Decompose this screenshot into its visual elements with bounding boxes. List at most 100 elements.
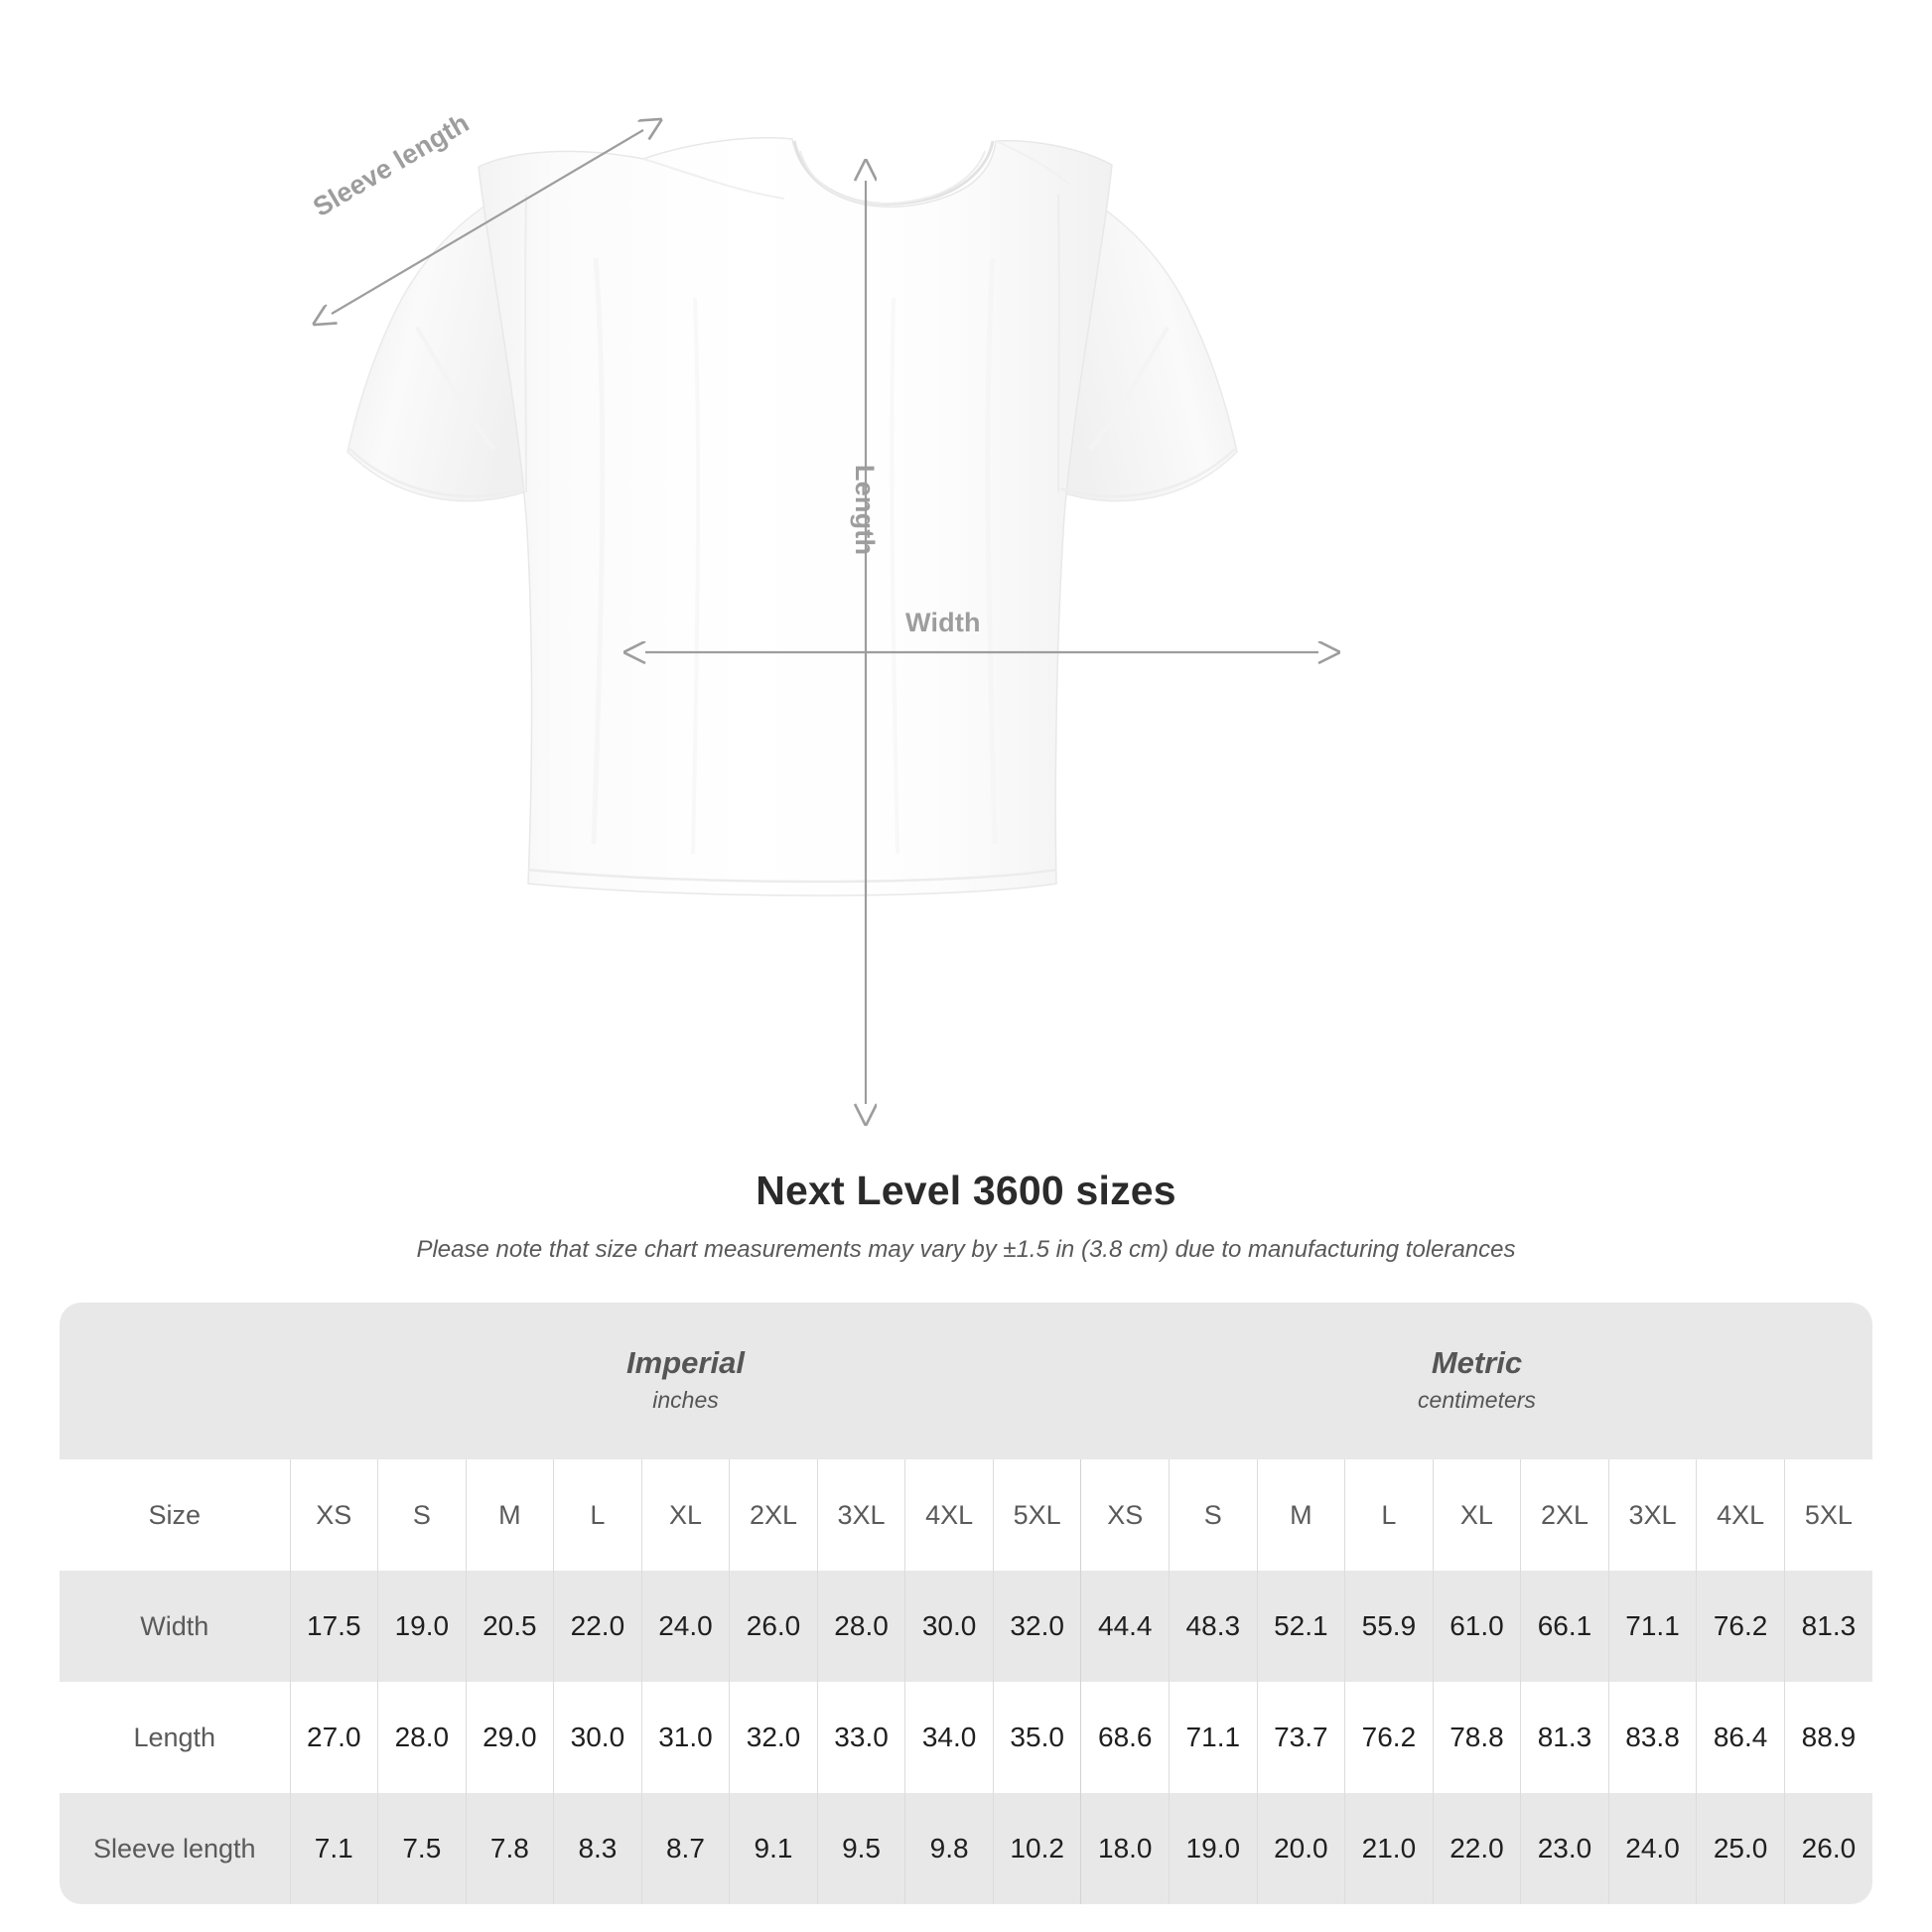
cell-sleeve-length-imperial-5xl: 10.2 [992, 1793, 1081, 1904]
cell-sleeve-length-metric-4xl: 25.0 [1696, 1793, 1785, 1904]
sleeve-arrow [332, 130, 643, 314]
size-header-imperial-5xl: 5XL [992, 1459, 1081, 1571]
cell-width-imperial-4xl: 30.0 [904, 1571, 994, 1682]
cell-sleeve-length-imperial-4xl: 9.8 [904, 1793, 994, 1904]
size-header-metric-m: M [1256, 1459, 1345, 1571]
cell-sleeve-length-metric-xl: 22.0 [1432, 1793, 1521, 1904]
cell-sleeve-length-metric-3xl: 24.0 [1607, 1793, 1697, 1904]
size-table: Imperial inches Metric centimeters Size XS S M L… [60, 1303, 1872, 1904]
size-header-metric-s: S [1169, 1459, 1258, 1571]
cell-length-imperial-2xl: 32.0 [729, 1682, 818, 1793]
size-header-metric-xs: XS [1080, 1459, 1170, 1571]
row-label-width: Width [60, 1571, 290, 1682]
table-row: Length 27.0 28.0 29.0 30.0 31.0 32.0 33.0 34.0 35… [60, 1682, 1872, 1793]
cell-width-imperial-3xl: 28.0 [816, 1571, 905, 1682]
size-header-metric-3xl: 3XL [1607, 1459, 1697, 1571]
cell-length-metric-s: 71.1 [1169, 1682, 1258, 1793]
size-header-imperial-l: L [553, 1459, 642, 1571]
size-header-metric-2xl: 2XL [1520, 1459, 1609, 1571]
cell-width-imperial-m: 20.5 [465, 1571, 554, 1682]
row-label-length: Length [60, 1682, 290, 1793]
unit-name: Imperial [626, 1345, 745, 1381]
cell-length-metric-2xl: 81.3 [1520, 1682, 1609, 1793]
unit-subtitle: centimeters [1418, 1387, 1536, 1414]
cell-width-imperial-xl: 24.0 [640, 1571, 730, 1682]
cell-width-imperial-s: 19.0 [377, 1571, 467, 1682]
cell-width-metric-m: 52.1 [1256, 1571, 1345, 1682]
size-header-metric-4xl: 4XL [1696, 1459, 1785, 1571]
size-header-imperial-xl: XL [640, 1459, 730, 1571]
cell-sleeve-length-metric-2xl: 23.0 [1520, 1793, 1609, 1904]
shirt-body-shape [346, 137, 1238, 897]
size-header-imperial-2xl: 2XL [729, 1459, 818, 1571]
cell-width-metric-4xl: 76.2 [1696, 1571, 1785, 1682]
size-header-imperial-xs: XS [289, 1459, 378, 1571]
tshirt-diagram: Sleeve length Length Width [0, 0, 1932, 1172]
size-header-metric-5xl: 5XL [1783, 1459, 1872, 1571]
size-header-imperial-4xl: 4XL [904, 1459, 994, 1571]
cell-sleeve-length-imperial-m: 7.8 [465, 1793, 554, 1904]
unit-banner-row: Imperial inches Metric centimeters [60, 1303, 1872, 1459]
table-row: Width 17.5 19.0 20.5 22.0 24.0 26.0 28.0 30.0 32.… [60, 1571, 1872, 1682]
cell-length-imperial-4xl: 34.0 [904, 1682, 994, 1793]
cell-sleeve-length-imperial-s: 7.5 [377, 1793, 467, 1904]
cell-length-metric-m: 73.7 [1256, 1682, 1345, 1793]
table-row: Sleeve length 7.1 7.5 7.8 8.3 8.7 9.1 9.5 9.8 10.… [60, 1793, 1872, 1904]
cell-length-imperial-m: 29.0 [465, 1682, 554, 1793]
unit-banner-metric: Metric centimeters [1080, 1303, 1872, 1459]
size-header-imperial-3xl: 3XL [816, 1459, 905, 1571]
cell-length-imperial-5xl: 35.0 [992, 1682, 1081, 1793]
cell-sleeve-length-imperial-xs: 7.1 [289, 1793, 378, 1904]
row-label-sleeve-length: Sleeve length [60, 1793, 290, 1904]
cell-width-metric-xs: 44.4 [1080, 1571, 1170, 1682]
cell-width-metric-l: 55.9 [1344, 1571, 1434, 1682]
cell-sleeve-length-metric-xs: 18.0 [1080, 1793, 1170, 1904]
cell-sleeve-length-imperial-xl: 8.7 [640, 1793, 730, 1904]
cell-length-imperial-s: 28.0 [377, 1682, 467, 1793]
cell-length-metric-xs: 68.6 [1080, 1682, 1170, 1793]
size-header-metric-l: L [1344, 1459, 1434, 1571]
cell-length-imperial-xs: 27.0 [289, 1682, 378, 1793]
cell-length-metric-5xl: 88.9 [1783, 1682, 1872, 1793]
cell-width-imperial-xs: 17.5 [289, 1571, 378, 1682]
size-header-imperial-m: M [465, 1459, 554, 1571]
tshirt-illustration [0, 0, 1932, 1172]
cell-width-imperial-2xl: 26.0 [729, 1571, 818, 1682]
unit-banner-imperial: Imperial inches [290, 1303, 1081, 1459]
size-table-container: Imperial inches Metric centimeters Size XS S M L… [60, 1303, 1872, 1904]
cell-width-metric-s: 48.3 [1169, 1571, 1258, 1682]
cell-length-imperial-xl: 31.0 [640, 1682, 730, 1793]
cell-length-metric-l: 76.2 [1344, 1682, 1434, 1793]
cell-width-metric-xl: 61.0 [1432, 1571, 1521, 1682]
page-title: Next Level 3600 sizes [756, 1168, 1176, 1213]
unit-banner-spacer [60, 1303, 290, 1459]
width-label: Width [905, 608, 981, 637]
cell-sleeve-length-metric-s: 19.0 [1169, 1793, 1258, 1904]
unit-name: Metric [1431, 1345, 1523, 1381]
size-header-metric-xl: XL [1432, 1459, 1521, 1571]
cell-sleeve-length-imperial-2xl: 9.1 [729, 1793, 818, 1904]
cell-length-imperial-l: 30.0 [553, 1682, 642, 1793]
page-subtitle: Please note that size chart measurements… [416, 1236, 1516, 1263]
cell-sleeve-length-metric-m: 20.0 [1256, 1793, 1345, 1904]
cell-length-metric-3xl: 83.8 [1607, 1682, 1697, 1793]
cell-sleeve-length-metric-5xl: 26.0 [1783, 1793, 1872, 1904]
unit-subtitle: inches [652, 1387, 719, 1414]
cell-width-metric-5xl: 81.3 [1783, 1571, 1872, 1682]
cell-sleeve-length-metric-l: 21.0 [1344, 1793, 1434, 1904]
cell-length-metric-xl: 78.8 [1432, 1682, 1521, 1793]
size-header-label: Size [60, 1459, 290, 1571]
size-header-imperial-s: S [377, 1459, 467, 1571]
cell-width-imperial-l: 22.0 [553, 1571, 642, 1682]
cell-length-imperial-3xl: 33.0 [816, 1682, 905, 1793]
cell-width-imperial-5xl: 32.0 [992, 1571, 1081, 1682]
cell-width-metric-2xl: 66.1 [1520, 1571, 1609, 1682]
cell-sleeve-length-imperial-3xl: 9.5 [816, 1793, 905, 1904]
cell-sleeve-length-imperial-l: 8.3 [553, 1793, 642, 1904]
size-header-row: Size XS S M L XL 2XL 3XL 4XL 5XL XS S M L XL 2XL 3XL 4XL 5… [60, 1459, 1872, 1571]
cell-length-metric-4xl: 86.4 [1696, 1682, 1785, 1793]
measurement-arrows [332, 130, 1318, 1104]
length-label: Length [850, 465, 880, 556]
title-block: Next Level 3600 sizes Please note that s… [0, 1168, 1932, 1264]
